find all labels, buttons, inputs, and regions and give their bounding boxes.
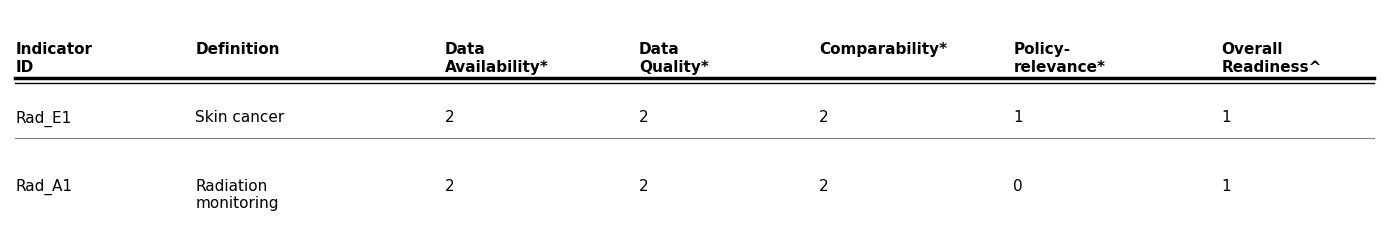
Text: 2: 2 [820,178,829,193]
Text: 1: 1 [1221,178,1231,193]
Text: 2: 2 [444,178,454,193]
Text: Comparability*: Comparability* [820,42,947,57]
Text: 2: 2 [820,110,829,125]
Text: Data
Availability*: Data Availability* [444,42,549,74]
Text: Definition: Definition [196,42,281,57]
Text: 1: 1 [1221,110,1231,125]
Text: 2: 2 [444,110,454,125]
Text: Data
Quality*: Data Quality* [639,42,708,74]
Text: Rad_E1: Rad_E1 [15,110,71,126]
Text: Radiation
monitoring: Radiation monitoring [196,178,279,210]
Text: 0: 0 [1014,178,1022,193]
Text: 2: 2 [639,178,649,193]
Text: Overall
Readiness^: Overall Readiness^ [1221,42,1322,74]
Text: Skin cancer: Skin cancer [196,110,285,125]
Text: Rad_A1: Rad_A1 [15,178,72,194]
Text: 2: 2 [639,110,649,125]
Text: 1: 1 [1014,110,1022,125]
Text: Policy-
relevance*: Policy- relevance* [1014,42,1106,74]
Text: Indicator
ID: Indicator ID [15,42,92,74]
